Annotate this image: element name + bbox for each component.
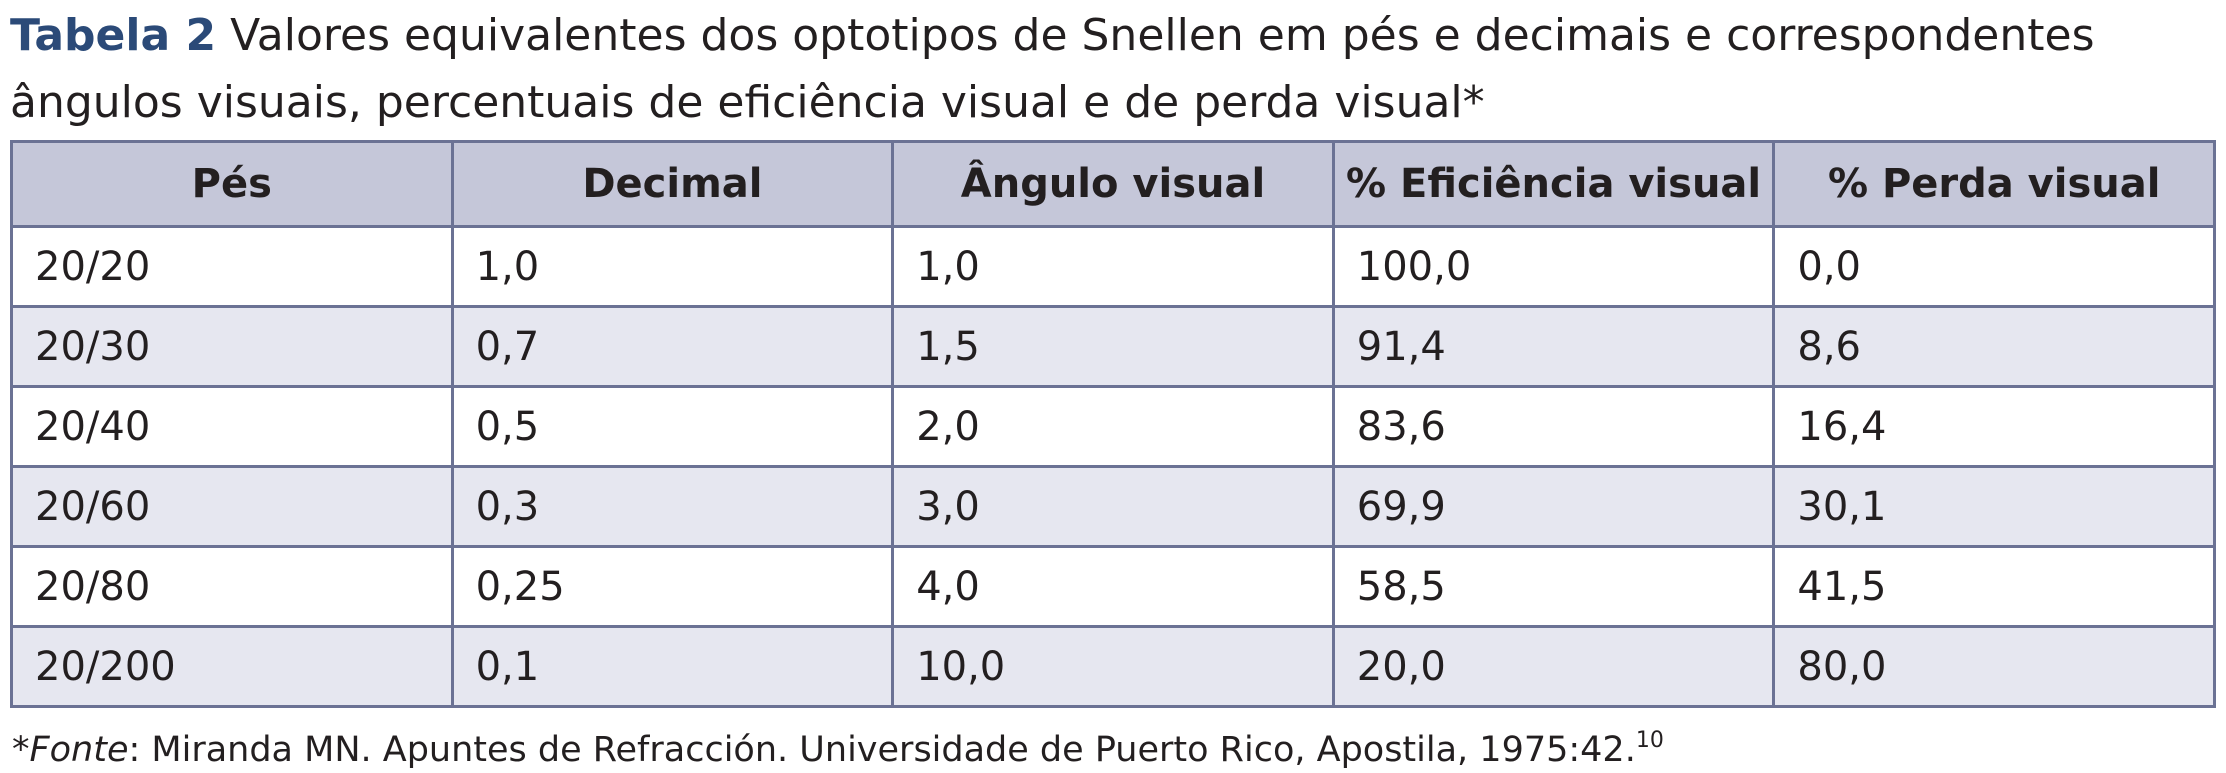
footnote-text: : Miranda MN. Apuntes de Refracción. Uni…	[128, 730, 1636, 770]
footnote-marker: *	[12, 730, 30, 770]
table-label: Tabela 2	[10, 10, 217, 61]
table-cell: 8,6	[1772, 305, 2216, 388]
table-cell: 0,1	[450, 625, 895, 708]
table-cell: 69,9	[1331, 465, 1776, 548]
table-cell: 20/30	[10, 305, 454, 388]
table-cell: 10,0	[891, 625, 1335, 708]
table-row: 20/200 0,1 10,0 20,0 80,0	[10, 625, 2216, 708]
header-cell-decimal: Decimal	[450, 140, 895, 228]
footnote-reference: 10	[1635, 728, 1664, 753]
table-cell: 0,7	[450, 305, 895, 388]
table-cell: 0,3	[450, 465, 895, 548]
table-row: 20/40 0,5 2,0 83,6 16,4	[10, 385, 2216, 468]
table-cell: 1,5	[891, 305, 1335, 388]
table-caption: Tabela 2 Valores equivalentes dos optotip…	[10, 2, 2210, 136]
table-cell: 1,0	[450, 225, 895, 308]
header-cell-perda-visual: % Perda visual	[1772, 140, 2216, 228]
table-cell: 20/80	[10, 545, 454, 628]
footnote-source-label: Fonte	[29, 730, 129, 770]
footnote: *Fonte: Miranda MN. Apuntes de Refracció…	[12, 718, 1664, 773]
table-cell: 16,4	[1772, 385, 2216, 468]
table-cell: 0,25	[450, 545, 895, 628]
header-row: Pés Decimal Ângulo visual % Eficiência v…	[10, 140, 2216, 228]
table-title: Valores equivalentes dos optotipos de Sn…	[10, 10, 2095, 128]
table-cell: 20/200	[10, 625, 454, 708]
table-cell: 30,1	[1772, 465, 2216, 548]
table-cell: 41,5	[1772, 545, 2216, 628]
table-header: Pés Decimal Ângulo visual % Eficiência v…	[10, 140, 2216, 228]
table-cell: 2,0	[891, 385, 1335, 468]
table-cell: 1,0	[891, 225, 1335, 308]
header-cell-angulo-visual: Ângulo visual	[891, 140, 1335, 228]
table-cell: 58,5	[1331, 545, 1776, 628]
snellen-table: Pés Decimal Ângulo visual % Eficiência v…	[10, 140, 2216, 708]
table-row: 20/80 0,25 4,0 58,5 41,5	[10, 545, 2216, 628]
table-cell: 4,0	[891, 545, 1335, 628]
table-body: 20/20 1,0 1,0 100,0 0,0 20/30 0,7 1,5 91…	[10, 225, 2216, 708]
table-cell: 0,5	[450, 385, 895, 468]
table-cell: 100,0	[1331, 225, 1776, 308]
table-row: 20/60 0,3 3,0 69,9 30,1	[10, 465, 2216, 548]
table-row: 20/20 1,0 1,0 100,0 0,0	[10, 225, 2216, 308]
header-cell-eficiencia-visual: % Eficiência visual	[1331, 140, 1776, 228]
table-cell: 3,0	[891, 465, 1335, 548]
header-cell-pes: Pés	[10, 140, 454, 228]
table-cell: 20/20	[10, 225, 454, 308]
table-cell: 0,0	[1772, 225, 2216, 308]
table-container: Pés Decimal Ângulo visual % Eficiência v…	[10, 140, 2216, 708]
table-cell: 20,0	[1331, 625, 1776, 708]
table-cell: 20/40	[10, 385, 454, 468]
table-row: 20/30 0,7 1,5 91,4 8,6	[10, 305, 2216, 388]
table-cell: 91,4	[1331, 305, 1776, 388]
table-cell: 80,0	[1772, 625, 2216, 708]
table-cell: 20/60	[10, 465, 454, 548]
table-cell: 83,6	[1331, 385, 1776, 468]
